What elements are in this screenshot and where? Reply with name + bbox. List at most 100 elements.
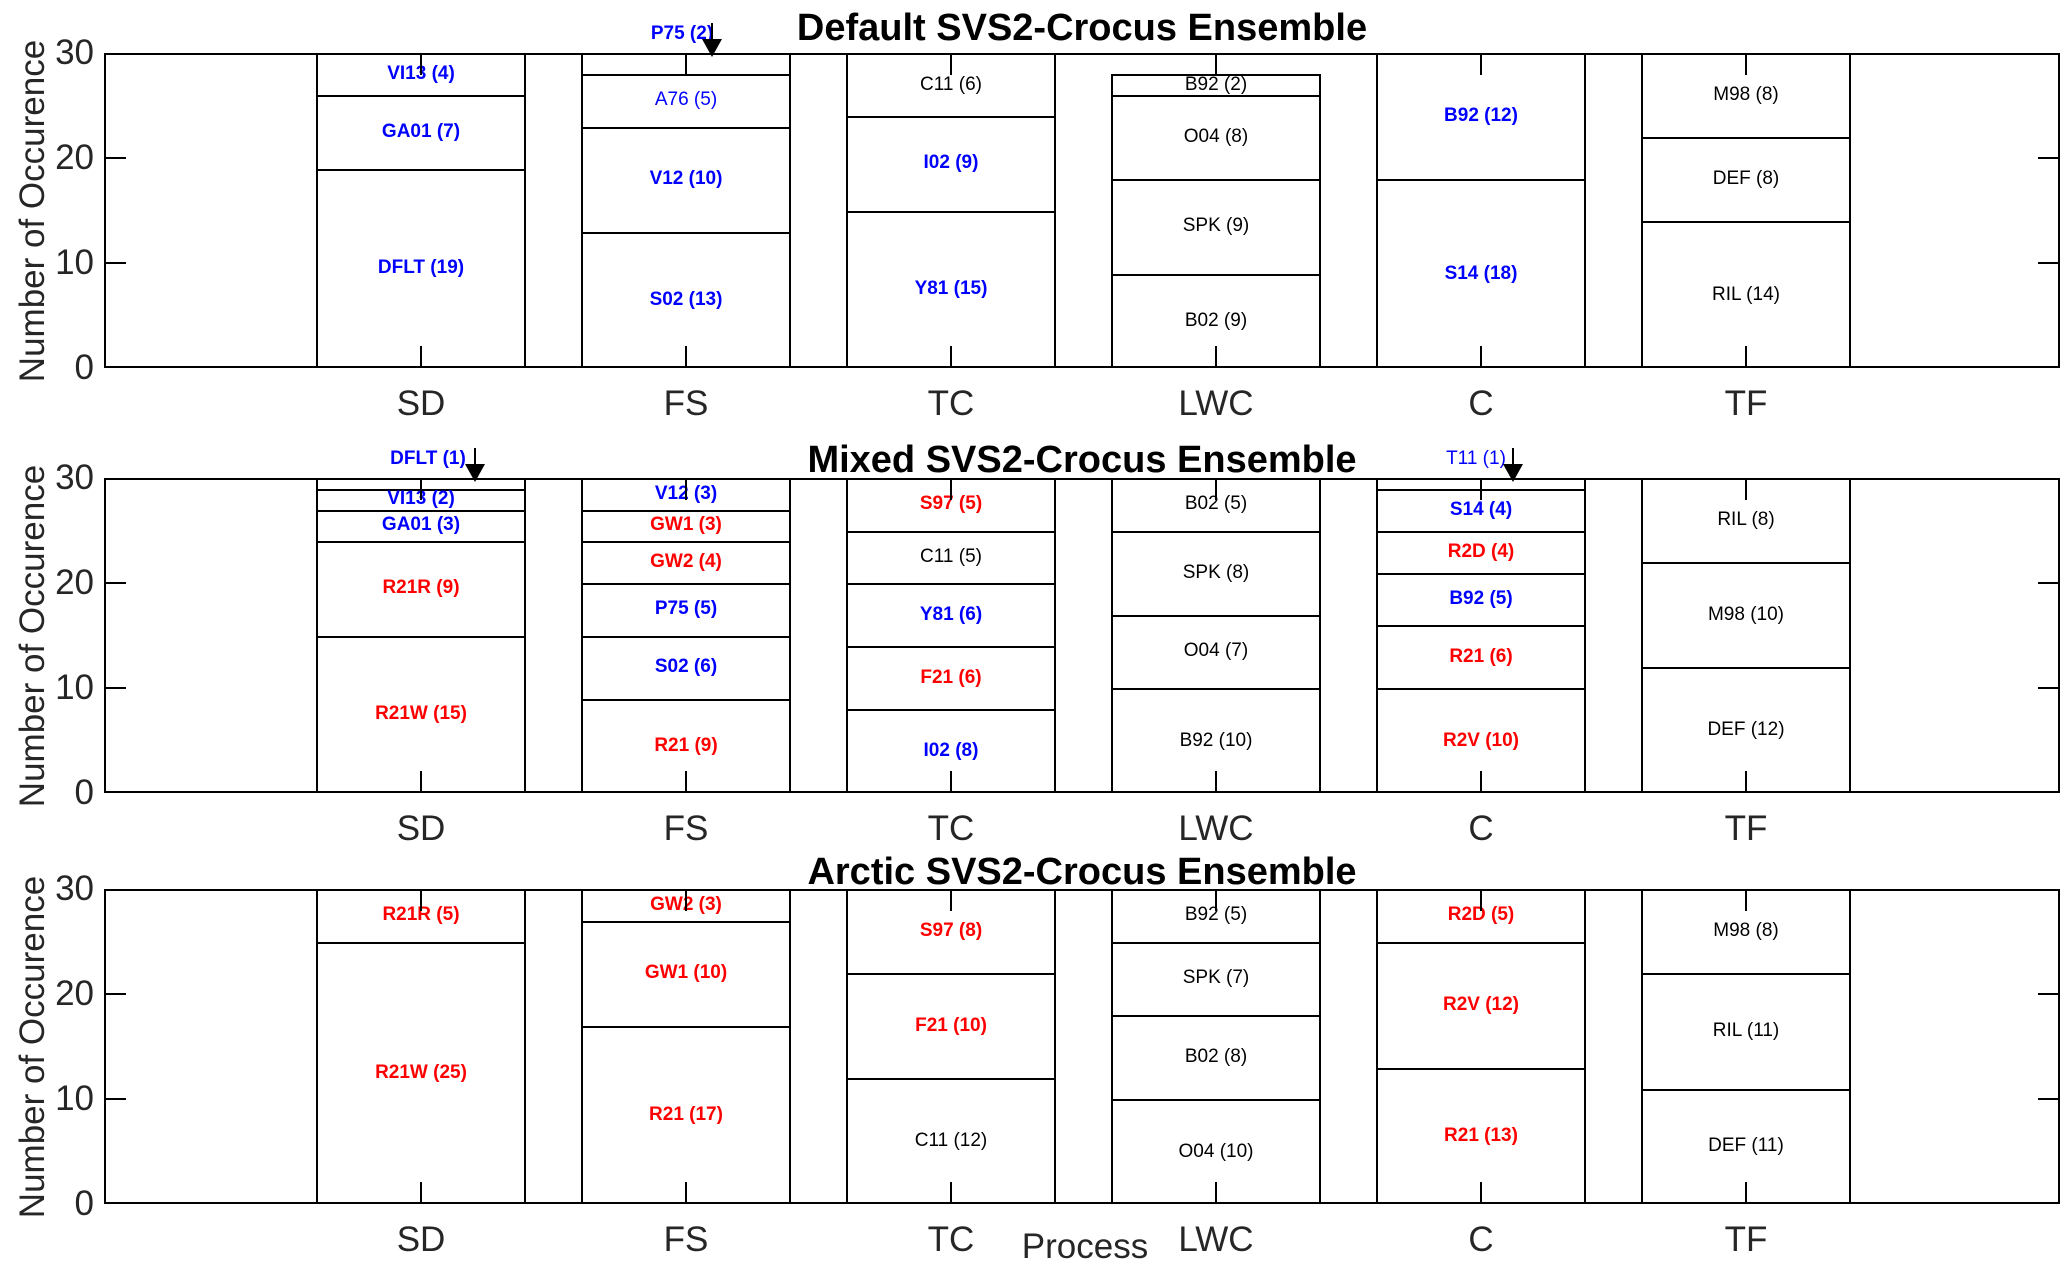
segment-label: GA01 (3) [381,514,461,536]
x-tick [1745,1182,1747,1202]
x-tick [685,55,687,75]
x-tick [1215,891,1217,911]
bar-LWC: B92 (2) O04 (8) SPK (9) B02 (9) [1111,74,1321,368]
x-tick [1480,480,1482,500]
segment-label: B92 (2) [1184,73,1248,95]
x-tick [685,346,687,366]
x-tick-label-TF: TF [1724,1220,1768,1259]
segment-label: S97 (8) [919,920,983,941]
bar-segment [318,941,524,1205]
bar-segment [848,583,1054,646]
x-tick [420,346,422,366]
segment-label: DFLT (19) [377,257,465,279]
bar-TF: RIL (8) M98 (10) DEF (12) [1641,478,1851,793]
x-tick-label-TC: TC [927,384,975,423]
bar-segment [1643,667,1849,793]
x-tick [1480,771,1482,791]
segment-label: GW2 (4) [650,551,722,572]
bar-C: R2D (5) R2V (12) R21 (13) [1376,889,1586,1204]
bar-segment [318,541,524,636]
y-tick-label: 0 [74,1184,94,1223]
segment-label: V12 (10) [649,168,723,189]
y-tick-label: 0 [74,348,94,387]
bar-FS: V12 (3) GW1 (3) GW2 (4) P75 (5) S02 (6) R21 (… [581,478,791,793]
segment-label: B92 (5) [1184,904,1248,926]
x-tick-label-FS: FS [663,809,709,848]
bar-segment [1113,530,1319,615]
segment-label: I02 (9) [923,152,979,174]
x-tick-label-TC: TC [927,1220,975,1259]
annotation-arrow-line [1512,448,1514,465]
y-tick [2038,157,2058,159]
segment-label: S14 (18) [1444,262,1518,284]
segment-label: R21W (25) [375,1061,467,1083]
segment-label: DEF (11) [1708,1135,1784,1157]
y-tick [2038,993,2058,995]
y-tick-label: 20 [55,974,94,1013]
callout-label: DFLT (1) [390,448,466,469]
segment-label: RIL (8) [1717,509,1775,530]
y-tick [2038,262,2058,264]
y-tick-label: 10 [55,668,94,707]
x-tick-label-LWC: LWC [1178,1220,1254,1259]
segment-label: R21 (6) [1449,645,1513,667]
segment-label: I02 (8) [923,740,979,761]
y-tick-label: 30 [55,33,94,72]
x-tick-label-C: C [1468,1220,1494,1259]
y-tick-label: 30 [55,458,94,497]
x-tick-label-TF: TF [1724,809,1768,848]
x-tick [420,55,422,75]
bar-segment [848,1078,1054,1204]
x-tick [420,771,422,791]
bar-SD: VI13 (2) GA01 (3) R21R (9) R21W (15) [316,478,526,793]
bar-segment [318,509,524,542]
x-tick-label-TC: TC [927,809,975,848]
x-tick [950,1182,952,1202]
x-tick [1215,346,1217,366]
y-axis-label: Number of Occurence [13,464,52,807]
bar-segment [1113,179,1319,274]
segment-label: R21R (9) [382,577,460,599]
bar-segment [1113,688,1319,793]
x-tick-label-SD: SD [396,809,446,848]
annotation-arrow-line [711,23,713,40]
x-tick [1745,891,1747,911]
bar-segment [1643,973,1849,1089]
segment-label: R21 (9) [654,734,718,756]
segment-label: R21R (5) [382,904,460,926]
segment-label: M98 (10) [1707,603,1785,625]
bar-segment [1643,137,1849,221]
x-tick-label-SD: SD [396,384,446,423]
segment-label: F21 (6) [920,666,982,688]
bar-LWC: B92 (5) SPK (7) B02 (8) O04 (10) [1111,889,1321,1204]
segment-label: P75 (5) [654,598,718,620]
y-tick-label: 0 [74,773,94,812]
bar-segment [583,920,789,1026]
bar-segment [1378,688,1584,793]
bar-segment [583,509,789,542]
segment-label: R2D (4) [1447,540,1515,562]
x-tick [950,771,952,791]
bar-segment [583,1025,789,1205]
bar-SD: R21R (5) R21W (25) [316,889,526,1204]
chart-title: Default SVS2-Crocus Ensemble [796,7,1368,49]
x-tick [1480,55,1482,75]
y-axis-label: Number of Occurence [13,39,52,382]
bar-segment [318,635,524,794]
y-axis-label: Number of Occurence [13,875,52,1218]
x-tick [420,891,422,911]
bar-segment [848,709,1054,793]
segment-label: S97 (5) [919,493,983,515]
x-tick-label-C: C [1468,809,1494,848]
bar-segment [1113,1099,1319,1204]
x-tick [950,891,952,911]
segment-label: R21 (13) [1444,1124,1518,1146]
bar-segment [1378,1067,1584,1205]
segment-label: SPK (7) [1182,967,1250,989]
bar-TC: S97 (8) F21 (10) C11 (12) [846,889,1056,1204]
annotation-arrow-line [474,448,476,465]
bar-segment [1378,625,1584,688]
bar-segment [1643,562,1849,667]
segment-label: O04 (8) [1183,126,1249,147]
x-tick [1480,891,1482,911]
